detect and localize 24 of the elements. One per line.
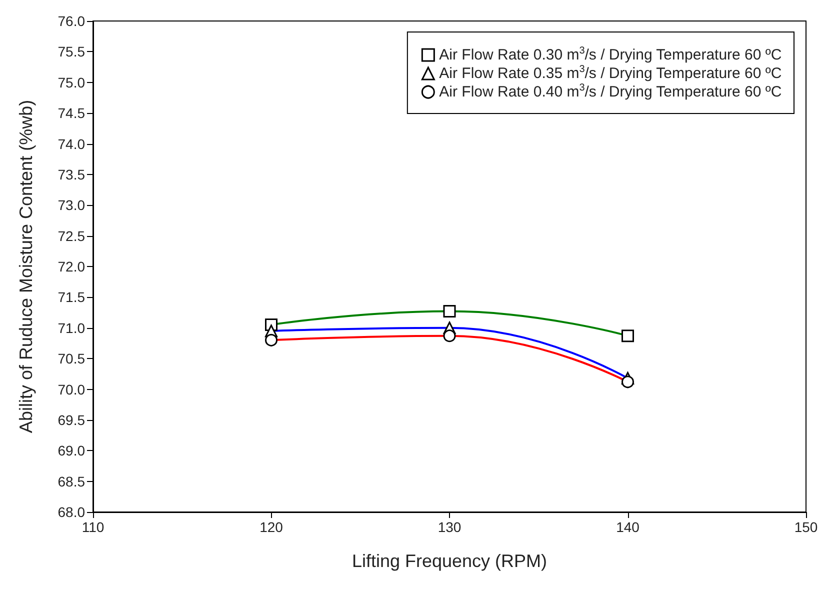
x-tick-label: 140 bbox=[616, 519, 640, 535]
y-tick-label: 68.0 bbox=[58, 504, 86, 520]
y-tick-label: 70.0 bbox=[58, 381, 86, 398]
y-tick-label: 69.5 bbox=[58, 412, 86, 428]
x-tick-label: 120 bbox=[260, 519, 284, 535]
y-tick-label: 71.0 bbox=[58, 320, 86, 336]
y-tick-label: 72.0 bbox=[58, 258, 86, 274]
y-axis-title: Ability of Ruduce Moisture Content (%wb) bbox=[16, 100, 36, 434]
y-tick-label: 73.0 bbox=[58, 197, 86, 214]
y-tick-label: 69.0 bbox=[58, 442, 86, 459]
y-tick-label: 75.0 bbox=[58, 74, 86, 90]
x-tick-label: 130 bbox=[438, 519, 462, 535]
x-axis-title: Lifting Frequency (RPM) bbox=[352, 551, 548, 571]
y-tick-label: 76.0 bbox=[58, 13, 86, 29]
x-tick-label: 150 bbox=[794, 519, 818, 535]
y-tick-label: 73.5 bbox=[58, 166, 86, 182]
y-tick-label: 68.5 bbox=[58, 473, 86, 490]
y-tick-label: 75.5 bbox=[58, 44, 86, 60]
y-tick-label: 70.5 bbox=[58, 350, 86, 367]
y-tick-label: 71.5 bbox=[58, 289, 86, 306]
y-tick-label: 74.0 bbox=[58, 136, 86, 152]
y-tick-label: 74.5 bbox=[58, 105, 86, 122]
x-tick-label: 110 bbox=[82, 519, 104, 535]
y-tick-label: 72.5 bbox=[58, 228, 86, 244]
